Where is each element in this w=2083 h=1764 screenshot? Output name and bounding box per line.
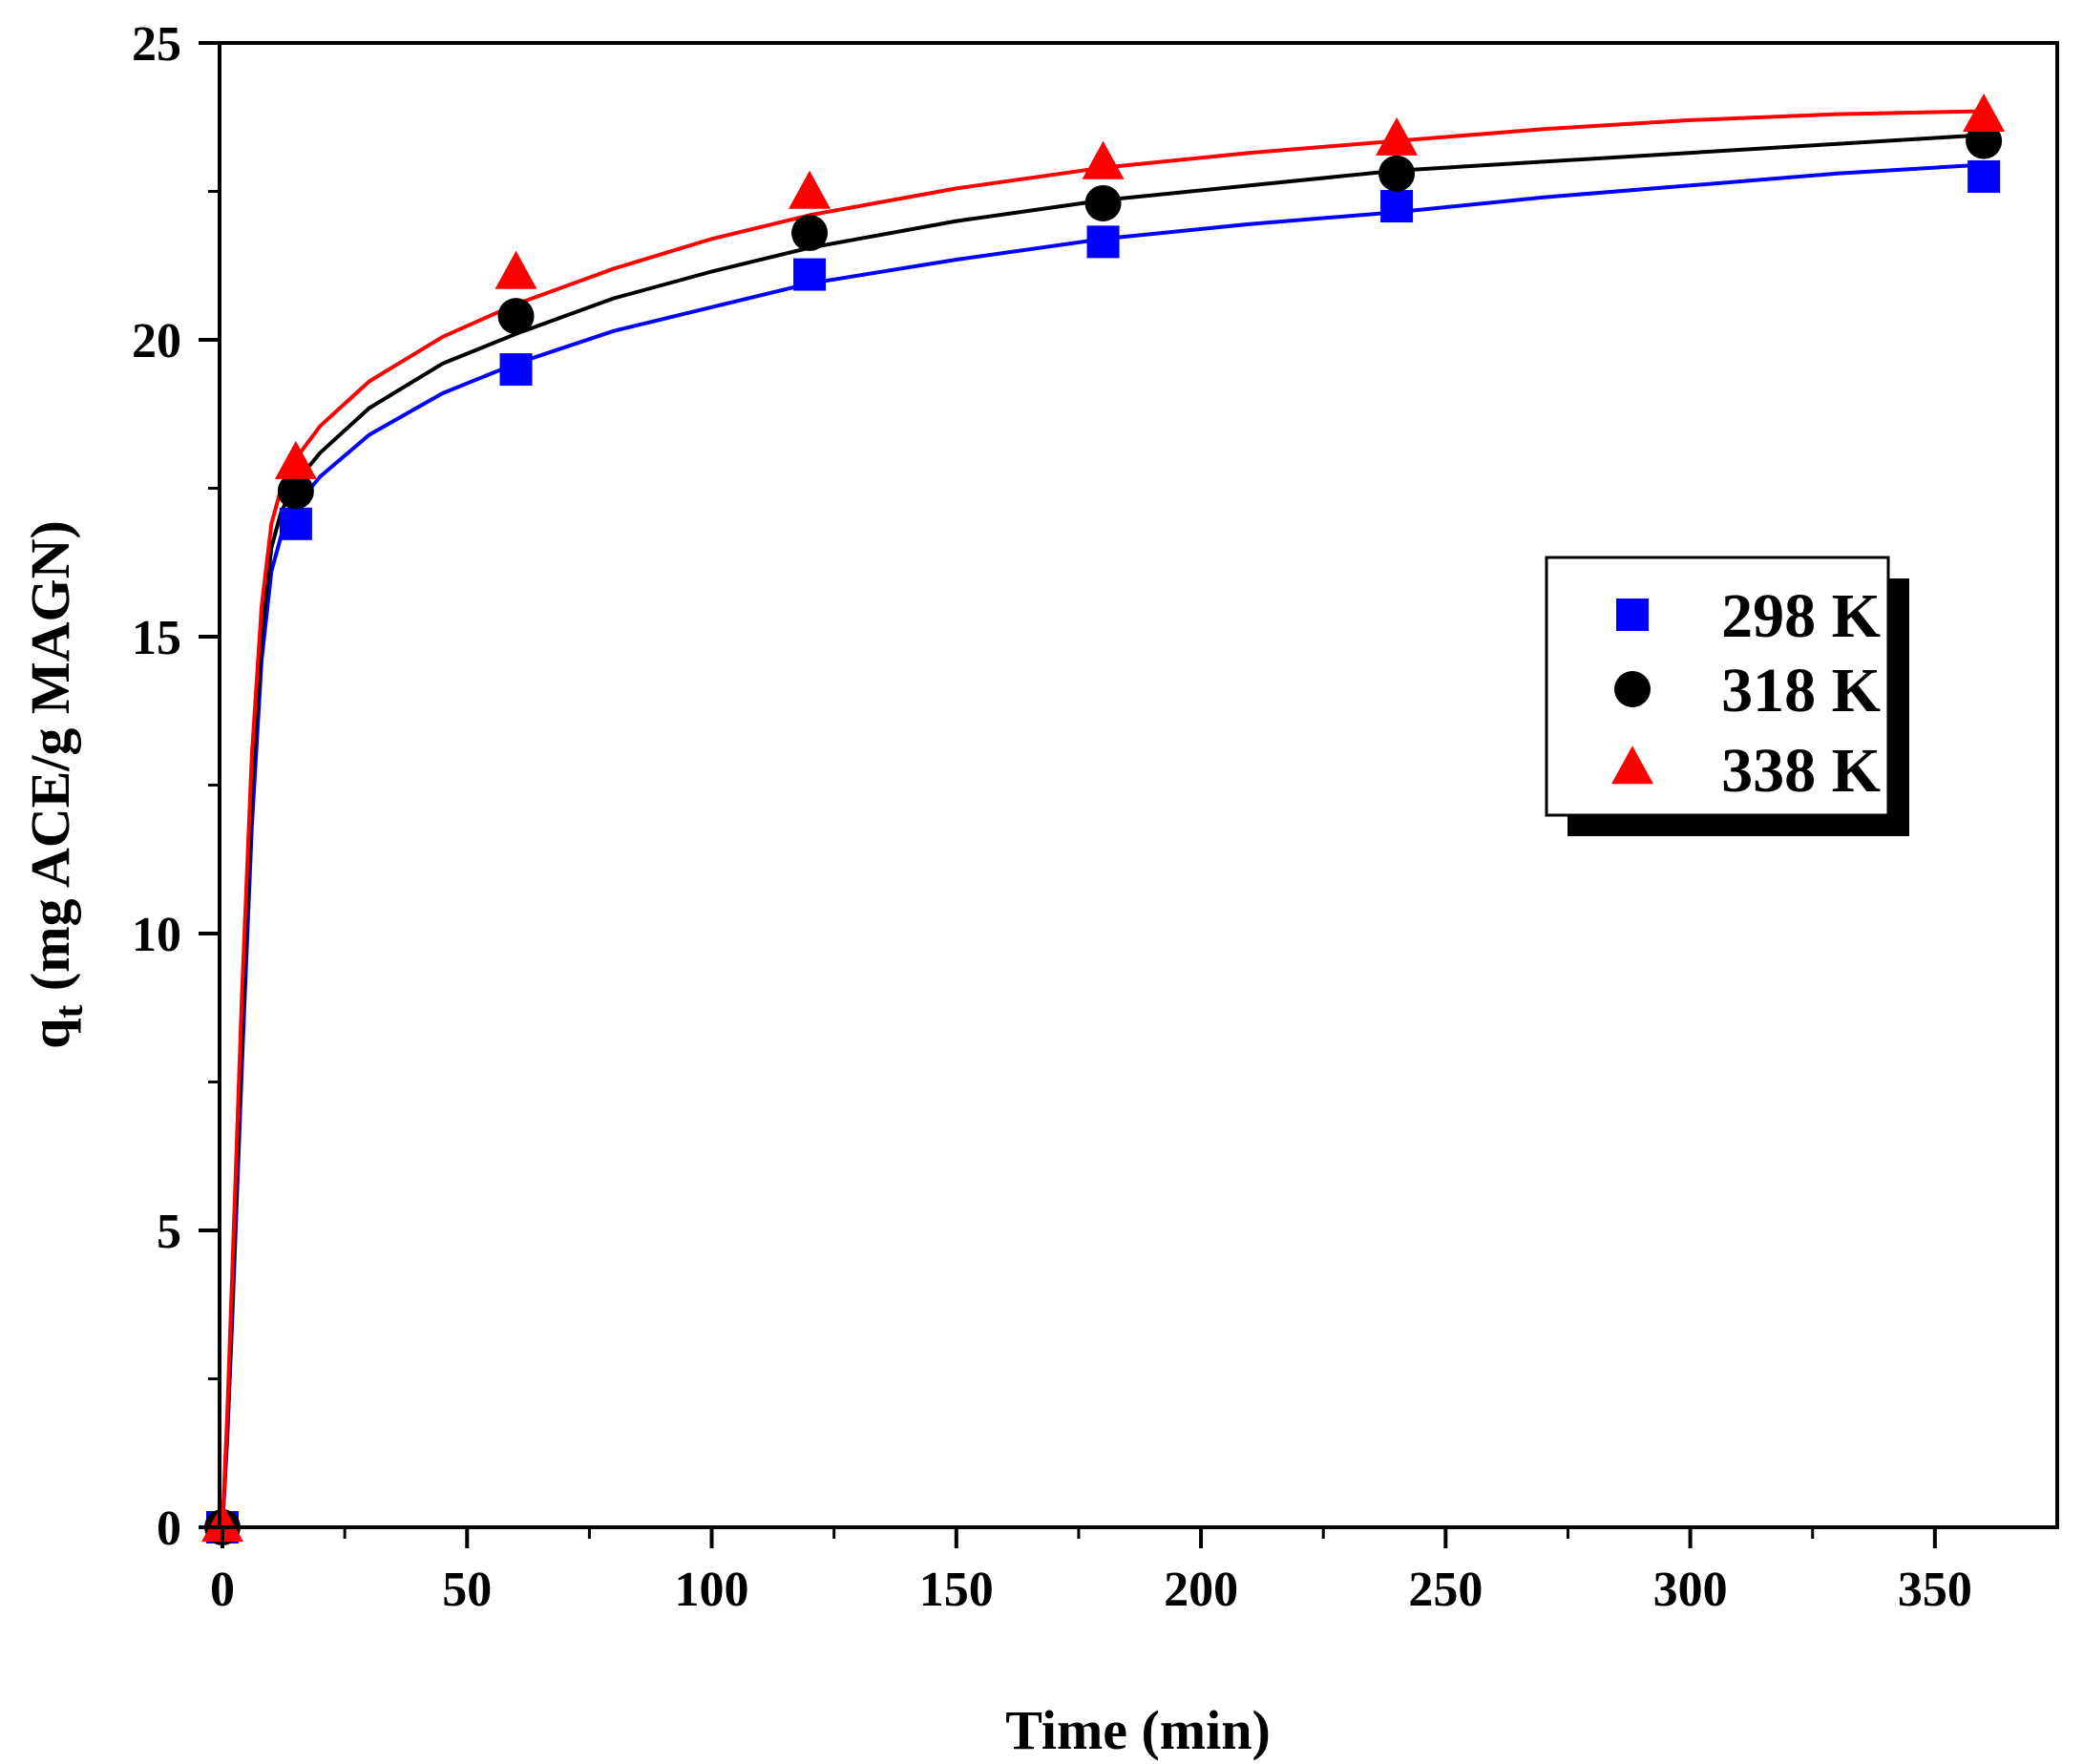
legend-item: 318 K: [1614, 656, 1881, 725]
y-tick-label: 20: [132, 314, 181, 368]
legend-label: 338 K: [1721, 736, 1881, 806]
data-point-298k: [279, 507, 312, 540]
data-point-318k: [497, 298, 535, 335]
y-axis-title-subscript: t: [48, 1005, 92, 1018]
x-tick-label: 0: [210, 1563, 235, 1617]
y-tick-label: 5: [157, 1205, 181, 1259]
data-point-318k: [1966, 122, 2003, 159]
legend-label: 318 K: [1721, 656, 1881, 725]
x-tick-label: 350: [1898, 1563, 1972, 1617]
data-point-338k: [789, 170, 831, 209]
data-point-338k: [494, 250, 537, 289]
y-axis-ticks: 0 5 10 15 20 25: [132, 17, 220, 1556]
data-point-338k: [201, 1503, 243, 1543]
x-tick-label: 50: [442, 1563, 492, 1617]
legend-marker-triangle: [1611, 746, 1653, 785]
x-tick-label: 150: [919, 1563, 994, 1617]
data-point-298k: [499, 353, 533, 387]
x-tick-label: 250: [1408, 1563, 1483, 1617]
y-axis-title-rest: (mg ACE/g MAGN): [19, 520, 81, 1004]
fit-curve-298k: [221, 162, 1985, 1528]
data-point-298k: [1967, 159, 2001, 193]
data-point-338k: [274, 440, 317, 479]
legend-marker-square: [1616, 598, 1649, 631]
data-point-298k: [1086, 225, 1120, 259]
x-axis-title: Time (min): [1005, 1699, 1271, 1761]
x-tick-label: 100: [675, 1563, 749, 1617]
legend-item: 338 K: [1611, 736, 1881, 806]
x-tick-label: 200: [1164, 1563, 1238, 1617]
legend-marker-circle: [1614, 671, 1651, 707]
y-tick-label: 0: [157, 1502, 181, 1556]
data-markers: [201, 93, 2006, 1545]
fit-curves: [221, 109, 1985, 1528]
data-point-298k: [1380, 190, 1414, 223]
x-axis-ticks: 0 50 100 150 200 250 300 350: [210, 1527, 1972, 1617]
data-point-318k: [791, 215, 829, 252]
data-point-318k: [1084, 184, 1122, 221]
y-tick-label: 25: [132, 17, 181, 72]
fit-curve-338k: [221, 109, 1985, 1528]
legend-item: 298 K: [1616, 581, 1881, 651]
data-point-298k: [793, 258, 827, 291]
data-point-318k: [277, 472, 314, 510]
legend-label: 298 K: [1721, 581, 1881, 651]
y-axis-title: qt (mg ACE/g MAGN): [19, 520, 92, 1049]
x-tick-label: 300: [1653, 1563, 1728, 1617]
y-tick-label: 15: [132, 611, 181, 665]
data-point-338k: [1963, 93, 2006, 132]
y-axis-title-main: q: [19, 1018, 81, 1049]
data-point-338k: [1376, 116, 1419, 156]
legend-box: [1545, 556, 1890, 817]
y-tick-label: 10: [132, 908, 181, 962]
data-point-318k: [1378, 155, 1416, 192]
data-point-338k: [1082, 140, 1125, 179]
